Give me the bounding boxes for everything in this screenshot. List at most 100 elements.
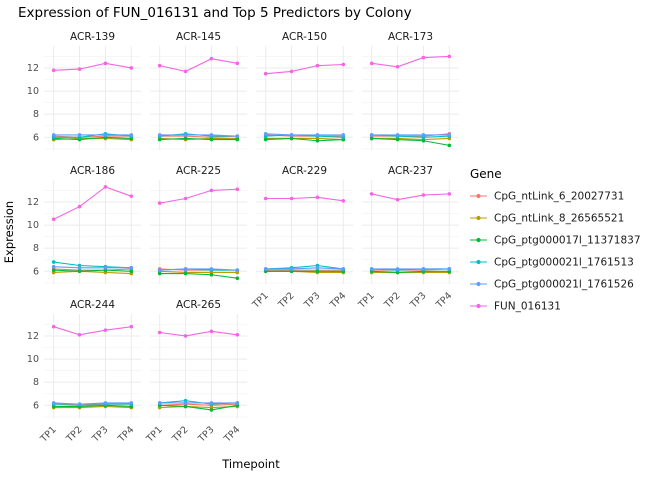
data-point	[129, 324, 134, 329]
x-tick-label: TP4	[328, 290, 349, 311]
data-point	[129, 133, 134, 137]
data-point	[209, 137, 214, 142]
data-point	[263, 196, 268, 201]
facet-ACR-173: ACR-173	[362, 31, 459, 150]
data-point	[447, 54, 452, 59]
data-point	[421, 138, 426, 143]
facet-strip-label: ACR-244	[70, 299, 115, 311]
legend-label: CpG_ptg000017l_11371837	[494, 235, 641, 247]
series-line-CpG_ptg000017l_11371837	[159, 137, 238, 141]
data-point	[263, 71, 268, 76]
legend: Gene CpG_ntLink_6_20027731 CpG_ntLink_8_2…	[470, 167, 641, 313]
data-point	[103, 328, 108, 332]
y-axis-title: Expression	[2, 201, 16, 263]
series-line-CpG_ptg000017l_11371837	[265, 137, 344, 142]
x-tick-label: TP2	[170, 424, 191, 445]
series-line-CpG_ptg000021l_1761513	[265, 264, 344, 270]
data-point	[447, 133, 452, 137]
series-line-FUN_016131	[159, 330, 238, 337]
data-point	[369, 136, 374, 141]
data-point	[183, 133, 188, 137]
data-point	[421, 55, 426, 60]
data-point	[51, 401, 56, 405]
data-point	[395, 65, 400, 69]
x-tick-label: TP4	[434, 290, 455, 311]
data-point	[183, 404, 188, 409]
data-point	[395, 267, 400, 271]
data-point	[183, 196, 188, 201]
data-point	[395, 133, 400, 137]
series-line-CpG_ptg000017l_11371837	[53, 404, 132, 407]
series-line-CpG_ptg000021l_1761526	[53, 266, 132, 269]
facet-ACR-244: ACR-244 6 8 10 12 TP1 TP2 TP3 TP4	[27, 299, 141, 445]
data-point	[157, 401, 162, 405]
x-tick-label: TP3	[90, 424, 111, 445]
data-point	[421, 133, 426, 137]
data-point	[183, 334, 188, 338]
data-point	[235, 137, 240, 142]
data-point	[51, 264, 56, 269]
data-point	[263, 137, 268, 142]
series-line-CpG_ntLink_6_20027731	[371, 268, 450, 271]
data-point	[157, 137, 162, 142]
series-line-CpG_ptg000017l_11371837	[53, 136, 132, 141]
facet-strip-label: ACR-225	[176, 165, 221, 177]
data-point	[289, 136, 294, 141]
x-tick-label: TP2	[382, 290, 403, 311]
data-point	[103, 266, 108, 270]
series-line-FUN_016131	[371, 193, 450, 201]
facet-strip-label: ACR-186	[70, 165, 115, 177]
data-point	[157, 63, 162, 68]
facet-ACR-139: ACR-139 6 8 10 12	[27, 31, 141, 150]
chart-title: Expression of FUN_016131 and Top 5 Predi…	[18, 5, 412, 21]
y-tick-label: 10	[27, 354, 39, 365]
data-point	[395, 197, 400, 202]
data-point	[77, 266, 82, 270]
x-tick-label: TP4	[116, 424, 137, 445]
data-point	[103, 61, 108, 66]
data-point	[51, 268, 56, 272]
legend-label: CpG_ptg000021l_1761526	[494, 279, 634, 291]
x-tick-label: TP1	[356, 290, 377, 311]
data-point	[341, 267, 346, 271]
facet-strip-label: ACR-173	[388, 31, 433, 43]
series-line-CpG_ptg000021l_1761513	[53, 261, 132, 269]
data-point	[129, 194, 134, 198]
data-point	[209, 408, 214, 412]
data-point	[209, 133, 214, 137]
y-tick-label: 12	[27, 331, 39, 342]
data-point	[183, 271, 188, 276]
legend-label: CpG_ptg000021l_1761513	[494, 257, 634, 269]
series-line-CpG_ptg000021l_1761526	[265, 133, 344, 136]
y-tick-label: 8	[33, 109, 39, 120]
facet-strip-label: ACR-145	[176, 31, 221, 43]
data-point	[289, 133, 294, 137]
series-line-CpG_ptg000021l_1761526	[159, 268, 238, 271]
data-point	[447, 192, 452, 196]
x-tick-label: TP1	[38, 424, 59, 445]
series-line-CpG_ntLink_6_20027731	[53, 135, 132, 138]
series-line-CpG_ntLink_8_26565521	[371, 137, 450, 141]
series-line-CpG_ntLink_8_26565521	[265, 137, 344, 141]
data-point	[341, 199, 346, 203]
y-tick-label: 6	[33, 132, 39, 143]
series-line-CpG_ptg000017l_11371837	[53, 269, 132, 272]
series-line-CpG_ptg000017l_11371837	[159, 273, 238, 279]
series-line-CpG_ptg000021l_1761526	[159, 134, 238, 137]
x-tick-label: TP4	[222, 424, 243, 445]
facet-ACR-265: ACR-265 TP1 TP2 TP3 TP4	[144, 299, 247, 445]
legend-key-point	[476, 193, 481, 199]
data-point	[209, 272, 214, 277]
data-point	[51, 217, 56, 222]
series-line-CpG_ptg000021l_1761526	[265, 267, 344, 270]
data-point	[447, 143, 452, 148]
data-point	[77, 133, 82, 137]
series-line-CpG_ptg000017l_11371837	[159, 404, 238, 411]
data-point	[341, 62, 346, 67]
series-line-CpG_ptg000021l_1761513	[371, 134, 450, 138]
data-point	[51, 324, 56, 329]
x-tick-label: TP1	[144, 424, 165, 445]
x-tick-label: TP3	[408, 290, 429, 311]
y-tick-label: 8	[33, 243, 39, 254]
